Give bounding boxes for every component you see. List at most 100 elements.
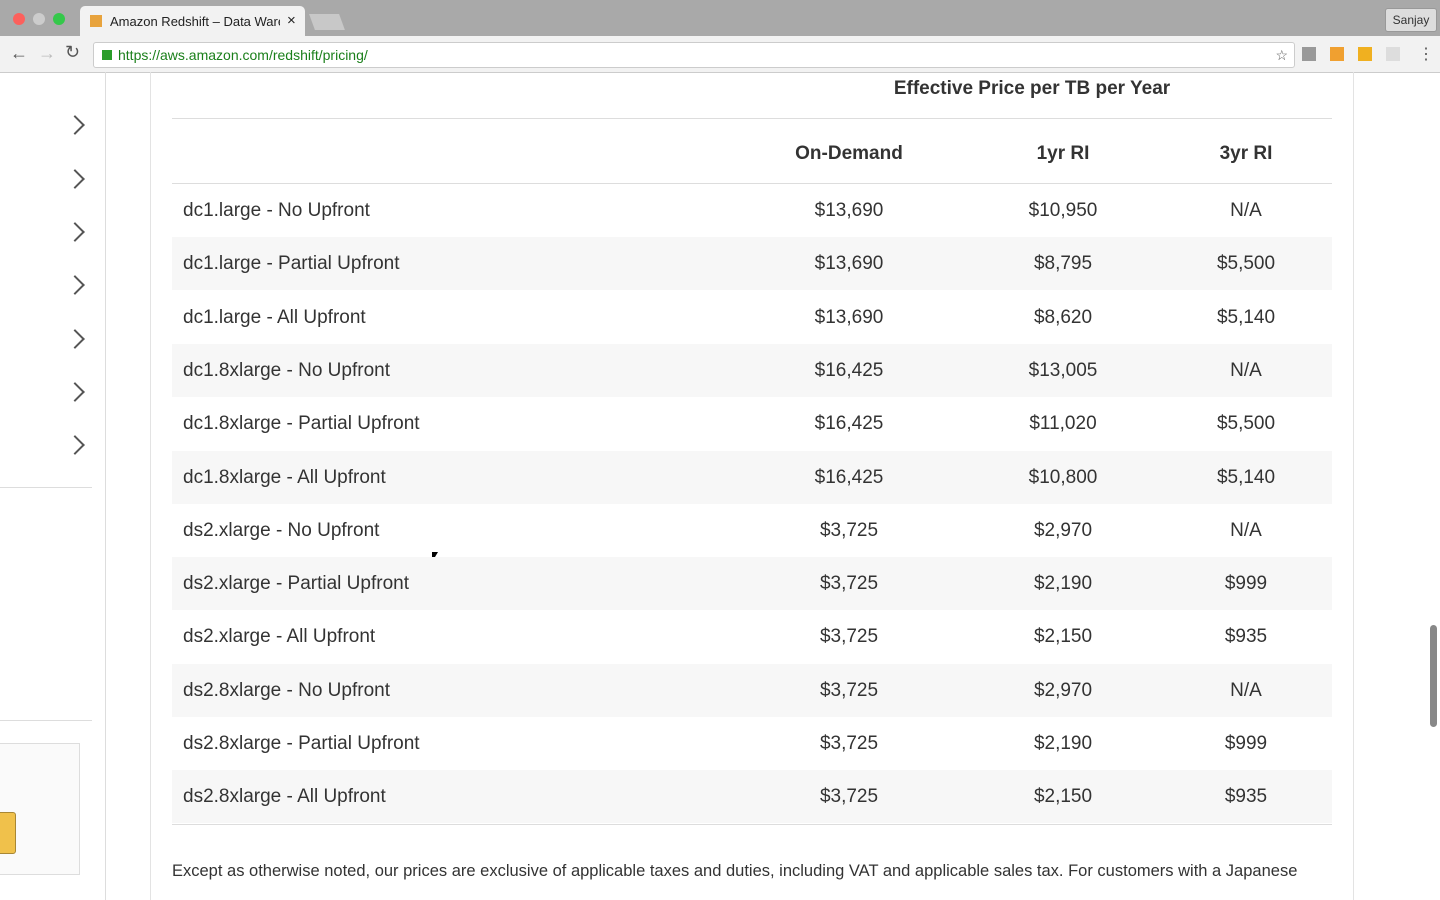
content-border: [1353, 72, 1354, 900]
row-shade: [172, 450, 1332, 504]
price-cell: $13,005: [1028, 359, 1098, 381]
price-cell: $16,425: [814, 413, 884, 435]
price-cell: $8,795: [1033, 253, 1093, 275]
price-cell: $2,150: [1033, 626, 1093, 648]
lock-icon: [102, 50, 112, 60]
price-cell: $5,500: [1216, 413, 1276, 435]
price-cell: $3,725: [819, 626, 879, 648]
row-shade: [172, 343, 1332, 397]
bookmark-star[interactable]: ☆: [1275, 47, 1288, 63]
extension-icon[interactable]: [1386, 47, 1400, 61]
rule: [172, 824, 1332, 825]
zoom-window[interactable]: [53, 13, 65, 25]
nav-chevron[interactable]: [65, 115, 85, 135]
price-cell: $3,725: [819, 679, 879, 701]
price-cell: $5,140: [1216, 466, 1276, 488]
row-label: dc1.8xlarge - Partial Upfront: [183, 413, 420, 435]
address-bar[interactable]: https://aws.amazon.com/redshift/pricing/…: [93, 42, 1295, 68]
tab-bar: Amazon Redshift – Data Ware × Sanjay: [0, 0, 1440, 36]
column-header: 1yr RI: [1036, 143, 1090, 164]
row-label: ds2.8xlarge - All Upfront: [183, 786, 386, 808]
tab[interactable]: Amazon Redshift – Data Ware ×: [80, 6, 305, 36]
price-cell: $8,620: [1033, 306, 1093, 328]
sidebar-border: [105, 72, 106, 900]
tab-close[interactable]: ×: [287, 12, 296, 29]
new-tab[interactable]: [309, 14, 345, 30]
row-label: dc1.large - No Upfront: [183, 200, 370, 221]
price-cell: $3,725: [819, 519, 879, 541]
profile-button[interactable]: Sanjay: [1385, 8, 1437, 32]
price-cell: $2,190: [1033, 573, 1093, 595]
url: https://aws.amazon.com/redshift/pricing/: [118, 47, 368, 63]
scrollbar[interactable]: [1430, 625, 1437, 727]
extension-icon[interactable]: [1302, 47, 1316, 61]
price-cell: N/A: [1230, 679, 1262, 701]
price-cell: $16,425: [814, 359, 884, 381]
price-cell: N/A: [1230, 519, 1262, 541]
row-label: ds2.xlarge - No Upfront: [183, 519, 380, 541]
row-shade: [172, 237, 1332, 291]
rule: [172, 118, 1332, 119]
price-cell: $3,725: [819, 573, 879, 595]
nav-chevron[interactable]: [65, 169, 85, 189]
minimize-window[interactable]: [33, 13, 45, 25]
forward-button[interactable]: →: [38, 43, 56, 63]
row-label: ds2.8xlarge - Partial Upfront: [183, 733, 420, 754]
menu-button[interactable]: ⋮: [1418, 46, 1434, 63]
price-cell: N/A: [1230, 359, 1262, 381]
price-cell: $10,800: [1028, 466, 1098, 488]
row-label: ds2.xlarge - All Upfront: [183, 626, 376, 648]
price-cell: $13,690: [814, 306, 884, 328]
price-cell: $16,425: [814, 466, 884, 488]
row-shade: [172, 663, 1332, 717]
price-cell: $13,690: [814, 253, 884, 275]
row-label: ds2.8xlarge - No Upfront: [183, 679, 390, 701]
row-label: dc1.large - All Upfront: [183, 306, 366, 328]
table-caption: Effective Price per TB per Year: [893, 78, 1171, 99]
cursor: [432, 552, 438, 562]
nav-chevron[interactable]: [65, 435, 85, 455]
row-shade: [172, 557, 1332, 611]
price-cell: $10,950: [1028, 200, 1098, 221]
price-cell: $2,190: [1033, 733, 1093, 754]
side-box: [0, 743, 80, 875]
column-header: 3yr RI: [1219, 143, 1273, 164]
side-button[interactable]: [0, 812, 16, 854]
price-cell: $5,140: [1216, 306, 1276, 328]
price-cell: $935: [1224, 626, 1268, 648]
divider: [0, 720, 92, 721]
price-cell: $5,500: [1216, 253, 1276, 275]
nav-chevron[interactable]: [65, 329, 85, 349]
price-cell: $2,970: [1033, 679, 1093, 701]
extension-icon[interactable]: [1358, 47, 1372, 61]
table: Effective Price per TB per Year: [172, 78, 1332, 100]
reload-button[interactable]: ↻: [65, 42, 81, 62]
price-cell: $13,690: [814, 200, 884, 221]
price-cell: $999: [1224, 733, 1268, 754]
nav-chevron[interactable]: [65, 275, 85, 295]
price-cell: $999: [1224, 573, 1268, 595]
content-border: [150, 72, 151, 900]
rule: [172, 183, 1332, 184]
divider: [0, 487, 92, 488]
footnote: Except as otherwise noted, our prices ar…: [172, 862, 1298, 880]
price-cell: $11,020: [1029, 413, 1097, 435]
price-cell: $935: [1224, 786, 1268, 808]
tab-title: Amazon Redshift – Data Ware: [110, 14, 280, 29]
price-cell: N/A: [1230, 200, 1262, 221]
price-cell: $3,725: [819, 733, 879, 754]
extension-icon[interactable]: [1330, 47, 1344, 61]
favicon: [90, 15, 102, 27]
nav-chevron[interactable]: [65, 222, 85, 242]
row-shade: [172, 770, 1332, 824]
nav-chevron[interactable]: [65, 382, 85, 402]
row-label: ds2.xlarge - Partial Upfront: [183, 573, 409, 595]
back-button[interactable]: ←: [10, 43, 28, 63]
close-window[interactable]: [13, 13, 25, 25]
row-label: dc1.8xlarge - All Upfront: [183, 466, 386, 488]
row-label: dc1.8xlarge - No Upfront: [183, 359, 390, 381]
price-cell: $2,970: [1033, 519, 1093, 541]
price-cell: $3,725: [819, 786, 879, 808]
row-label: dc1.large - Partial Upfront: [183, 253, 400, 275]
